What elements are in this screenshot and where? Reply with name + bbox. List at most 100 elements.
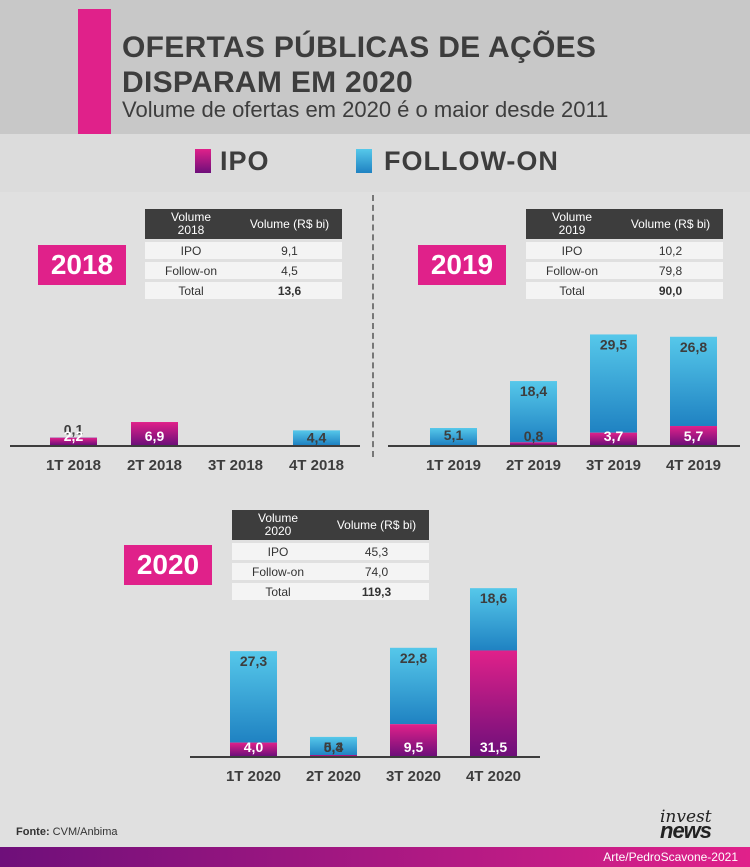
data-label-followon: 26,8 [680, 339, 707, 355]
logo-text-2: news [660, 818, 712, 843]
data-label-ipo: 0,8 [524, 428, 544, 444]
table-row-value: 119,3 [324, 583, 429, 600]
bar-ipo-3T-2019 [590, 432, 637, 445]
category-label: 2T 2019 [506, 457, 561, 474]
table-head-rs: Volume (R$ bi) [237, 209, 342, 239]
data-label-followon: 18,6 [480, 590, 507, 606]
volume-table-2020: Volume 2020 Volume (R$ bi) IPO 45,3 Follow-… [232, 507, 429, 603]
table-row-label: IPO [526, 242, 618, 259]
category-label: 2T 2020 [306, 768, 361, 785]
table-row-label: IPO [232, 543, 324, 560]
year-badge-2020: 2020 [124, 545, 212, 585]
category-label: 3T 2020 [386, 768, 441, 785]
table-head-volume-label: Volume [551, 210, 593, 224]
bar-followon-4T-2020 [470, 588, 517, 651]
table-row-label: Total [145, 282, 237, 299]
legend: IPO FOLLOW-ON [0, 134, 750, 192]
header-band [0, 0, 750, 134]
logo-text-1: invest [660, 807, 712, 827]
legend-followon-swatch [356, 149, 372, 173]
bar-ipo-2T-2018 [131, 422, 178, 445]
volume-table-2019: Volume 2019 Volume (R$ bi) IPO 10,2 Follow-… [526, 206, 723, 302]
table-row-value: 13,6 [237, 282, 342, 299]
category-label: 3T 2019 [586, 457, 641, 474]
category-label: 4T 2019 [666, 457, 721, 474]
bar-chart-2018: 0,12,2 1T 2018 6,9 2T 2018 3T 2018 4,4 4T 2018 [10, 421, 360, 474]
data-label-ipo: 9,5 [404, 739, 424, 755]
table-head-volume: Volume 2020 [232, 510, 324, 540]
table-head-year: 2020 [264, 524, 292, 538]
data-label-followon: 29,5 [600, 336, 627, 352]
bar-chart-2020: 27,3 4,0 1T 2020 5,40,3 2T 2020 22,8 9,5 3T 202… [190, 588, 540, 785]
category-label: 4T 2020 [466, 768, 521, 785]
data-label-ipo: 0,3 [324, 739, 344, 755]
bar-ipo-4T-2020 [470, 650, 517, 756]
category-label: 1T 2019 [426, 457, 481, 474]
title-line-2: DISPARAM EM 2020 [122, 66, 413, 99]
bar-ipo-2T-2019 [510, 442, 557, 445]
table-row-value: 79,8 [618, 262, 723, 279]
table-row-label: IPO [145, 242, 237, 259]
table-head-volume: Volume 2018 [145, 209, 237, 239]
legend-ipo-label: IPO [220, 146, 270, 176]
data-label-ipo: 5,7 [684, 428, 704, 444]
data-label-followon: 5,1 [444, 427, 464, 443]
table-row-value: 45,3 [324, 543, 429, 560]
category-label: 3T 2018 [208, 457, 263, 474]
data-label-followon: 4,4 [307, 429, 327, 445]
data-label-followon: 0,1 [64, 421, 84, 437]
table-head-volume: Volume 2019 [526, 209, 618, 239]
legend-ipo-swatch [195, 149, 211, 173]
table-row-label: Follow-on [526, 262, 618, 279]
data-label-followon: 27,3 [240, 653, 267, 669]
table-row-label: Follow-on [145, 262, 237, 279]
art-credit: Arte/PedroScavone-2021 [603, 850, 738, 864]
bar-ipo-1T-2018 [50, 437, 97, 445]
bar-followon-2T-2019 [510, 381, 557, 443]
bar-ipo-2T-2020 [310, 754, 357, 756]
bar-followon-4T-2019 [670, 336, 717, 427]
table-row-value: 10,2 [618, 242, 723, 259]
table-row-label: Follow-on [232, 563, 324, 580]
source-label: Fonte: [16, 826, 50, 838]
source-note: Fonte: CVM/Anbima [16, 826, 117, 838]
category-label: 4T 2018 [289, 457, 344, 474]
year-badge-2019: 2019 [418, 245, 506, 285]
table-row-label: Total [232, 583, 324, 600]
panel-divider [372, 195, 374, 457]
bar-followon-3T-2020 [390, 647, 437, 725]
footer-band: Arte/PedroScavone-2021 [0, 847, 750, 867]
legend-followon-label: FOLLOW-ON [384, 146, 559, 176]
table-head-year: 2019 [558, 223, 586, 237]
table-row-value: 9,1 [237, 242, 342, 259]
table-head-volume-label: Volume [257, 511, 299, 525]
chart-title: OFERTAS PÚBLICAS DE AÇÕES DISPARAM EM 20… [122, 30, 742, 100]
table-row-value: 4,5 [237, 262, 342, 279]
bar-ipo-4T-2019 [670, 426, 717, 445]
title-accent-bar [78, 9, 111, 134]
table-head-year: 2018 [177, 223, 205, 237]
bar-followon-4T-2018 [293, 430, 340, 445]
bar-followon-3T-2019 [590, 334, 637, 433]
bar-followon-2T-2020 [310, 736, 357, 755]
chart-subtitle: Volume de ofertas em 2020 é o maior desd… [122, 97, 609, 122]
data-label-ipo: 3,7 [604, 428, 624, 444]
data-label-ipo: 31,5 [480, 739, 507, 755]
data-label-followon: 5,4 [324, 739, 344, 755]
category-label: 2T 2018 [127, 457, 182, 474]
bar-followon-1T-2020 [230, 651, 277, 743]
table-head-volume-label: Volume [170, 210, 212, 224]
table-head-rs: Volume (R$ bi) [324, 510, 429, 540]
data-label-followon: 18,4 [520, 383, 547, 399]
category-label: 1T 2018 [46, 457, 101, 474]
bar-ipo-1T-2020 [230, 742, 277, 756]
data-label-ipo: 6,9 [145, 428, 165, 444]
table-row-value: 90,0 [618, 282, 723, 299]
data-label-followon: 22,8 [400, 650, 427, 666]
year-badge-2018: 2018 [38, 245, 126, 285]
volume-table-2018: Volume 2018 Volume (R$ bi) IPO 9,1 Follow-o… [145, 206, 342, 302]
table-row-value: 74,0 [324, 563, 429, 580]
bar-followon-1T-2019 [430, 428, 477, 445]
bar-chart-2019: 5,1 1T 2019 18,4 0,8 2T 2019 29,5 3,7 3T 2019 26… [388, 334, 740, 474]
investnews-logo: invest news [660, 807, 740, 843]
